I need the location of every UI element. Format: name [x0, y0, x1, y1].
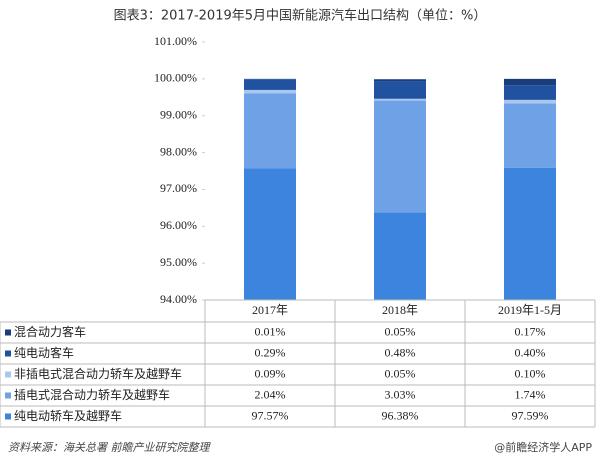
bar-segment — [504, 78, 556, 86]
value-label: 0.48% — [385, 345, 416, 359]
bar-segment — [244, 93, 296, 169]
legend-swatch — [5, 413, 11, 420]
x-tick-label: 2019年1-5月 — [498, 303, 562, 317]
value-label: 0.29% — [255, 345, 286, 359]
value-label: 0.05% — [385, 366, 416, 380]
y-tick-label: 100.00% — [154, 71, 197, 85]
bar-segment — [244, 79, 296, 90]
legend-label: 纯电动轿车及越野车 — [14, 408, 122, 423]
legend-label: 纯电动客车 — [14, 345, 74, 360]
legend-swatch — [5, 329, 11, 336]
value-label: 0.10% — [515, 366, 546, 380]
legend-label: 非插电式混合动力轿车及越野车 — [14, 366, 182, 381]
bar-segment — [504, 103, 556, 168]
y-tick-label: 98.00% — [160, 144, 197, 158]
legend-swatch — [5, 350, 11, 357]
bar-segment — [374, 100, 426, 213]
x-tick-label: 2018年 — [382, 303, 418, 317]
value-label: 0.01% — [255, 324, 286, 338]
bar-segment — [504, 99, 556, 104]
legend-label: 混合动力客车 — [14, 324, 86, 339]
y-tick-label: 101.00% — [154, 34, 197, 48]
y-tick-label: 94.00% — [160, 292, 197, 306]
bar-segment — [244, 89, 296, 94]
value-label: 2.04% — [255, 387, 286, 401]
value-label: 97.59% — [512, 408, 549, 422]
y-tick-label: 96.00% — [160, 218, 197, 232]
x-tick-label: 2017年 — [252, 303, 288, 317]
bar-segment — [504, 85, 556, 100]
bar-segment — [504, 167, 556, 300]
value-label: 97.57% — [252, 408, 289, 422]
value-label: 0.09% — [255, 366, 286, 380]
y-tick-label: 99.00% — [160, 107, 197, 121]
legend-swatch — [5, 371, 11, 378]
bar-segment — [374, 79, 426, 82]
y-tick-label: 95.00% — [160, 255, 197, 269]
bar-segment — [374, 98, 426, 101]
credit: @前瞻经济学人APP — [494, 440, 592, 454]
value-label: 96.38% — [382, 408, 419, 422]
bar-segment — [374, 212, 426, 300]
y-tick-label: 97.00% — [160, 181, 197, 195]
source: 资料来源：海关总署 前瞻产业研究院整理 — [8, 441, 211, 454]
bar-segment — [244, 168, 296, 300]
value-label: 0.05% — [385, 324, 416, 338]
legend-swatch — [5, 392, 11, 399]
value-label: 0.40% — [515, 345, 546, 359]
value-label: 1.74% — [515, 387, 546, 401]
value-label: 3.03% — [385, 387, 416, 401]
bar-segment — [374, 81, 426, 99]
legend-label: 插电式混合动力轿车及越野车 — [14, 387, 170, 402]
value-label: 0.17% — [515, 324, 546, 338]
chart-title: 图表3：2017-2019年5月中国新能源汽车出口结构（单位：%） — [114, 8, 487, 24]
